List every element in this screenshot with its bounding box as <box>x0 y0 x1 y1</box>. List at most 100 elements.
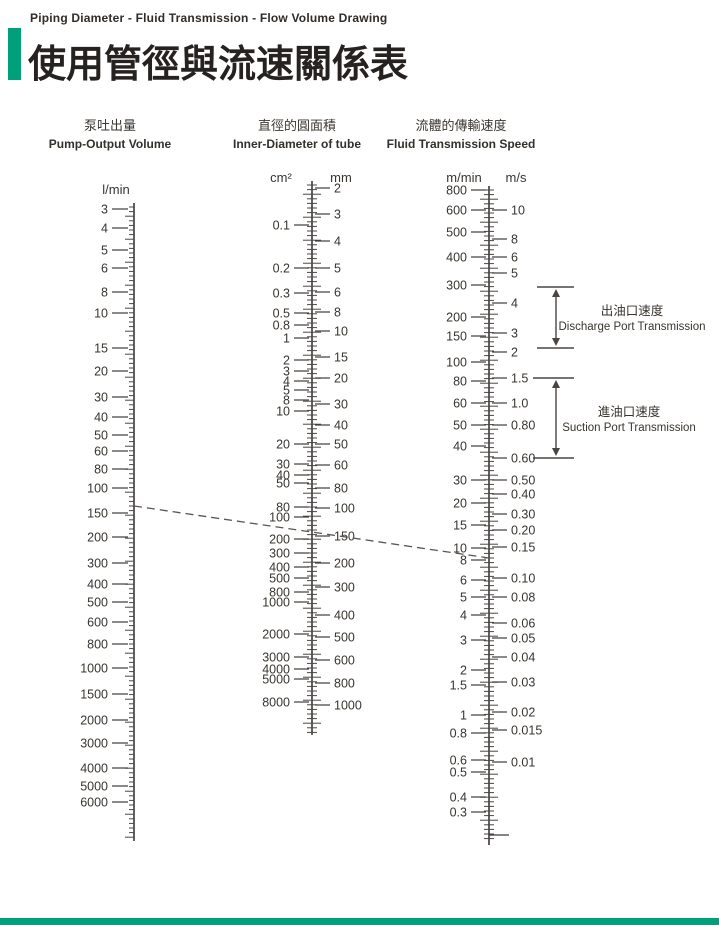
reference-dashed-line <box>133 505 490 559</box>
tick-label-tube-bore-diameter: 10 <box>334 325 348 339</box>
tick-label-pump-output-volume: 1500 <box>80 688 108 702</box>
tick-label-tube-bore-diameter: 60 <box>334 459 348 473</box>
tick-label-tube-section-area: 1 <box>283 332 290 346</box>
tick-label-pump-output-volume: 500 <box>87 596 108 610</box>
tick-label-tube-section-area: 8 <box>283 394 290 408</box>
tick-label-pump-output-volume: 30 <box>94 391 108 405</box>
tick-label-pump-output-volume: 1000 <box>80 662 108 676</box>
tick-label-tube-section-area: 10 <box>276 405 290 419</box>
tick-label-speed-m-per-min: 500 <box>446 226 467 240</box>
tick-label-speed-m-per-min: 40 <box>453 440 467 454</box>
annotation-suction-port: 進油口速度 Suction Port Transmission <box>562 401 696 434</box>
tick-label-tube-bore-diameter: 50 <box>334 438 348 452</box>
tick-label-speed-m-per-min: 6 <box>460 574 467 588</box>
tick-label-speed-m-per-min: 5 <box>460 591 467 605</box>
tick-label-pump-output-volume: 4000 <box>80 762 108 776</box>
tick-label-speed-m-per-min: 50 <box>453 419 467 433</box>
tick-label-tube-section-area: 2000 <box>262 628 290 642</box>
tick-label-speed-m-per-min: 400 <box>446 251 467 265</box>
tick-label-speed-m-per-min: 10 <box>453 542 467 556</box>
tick-label-pump-output-volume: 6 <box>101 262 108 276</box>
tick-label-speed-m-per-s: 8 <box>511 233 518 247</box>
column-header-pump-output: 泵吐出量 Pump-Output Volume <box>49 115 171 151</box>
tick-label-speed-m-per-s: 0.10 <box>511 572 535 586</box>
axis-pump-output <box>125 203 135 841</box>
scale-speed-m-per-s: 10 8 6 5 4 3 2 1.5 1.0 0.80 0.60 0.500.40 0.30 0.20 0.… <box>492 204 542 770</box>
annotation-suction-port-zh: 進油口速度 <box>597 405 661 419</box>
tick-label-pump-output-volume: 5000 <box>80 780 108 794</box>
title-accent-bar <box>8 28 21 80</box>
tick-label-pump-output-volume: 80 <box>94 463 108 477</box>
tick-label-tube-bore-diameter: 3 <box>334 208 341 222</box>
tick-label-pump-output-volume: 8 <box>101 286 108 300</box>
tick-label-tube-bore-diameter: 8 <box>334 306 341 320</box>
tick-label-pump-output-volume: 400 <box>87 578 108 592</box>
arrowhead-down-icon <box>552 448 560 456</box>
tick-label-tube-bore-diameter: 15 <box>334 351 348 365</box>
tick-label-speed-m-per-s: 0.50 <box>511 474 535 488</box>
tick-label-tube-section-area: 800 <box>269 586 290 600</box>
tick-label-tube-section-area: 0.1 <box>273 219 290 233</box>
column-header-inner-diameter-zh: 直徑的圓面積 <box>257 118 337 133</box>
tick-label-speed-m-per-min: 1 <box>460 709 467 723</box>
tick-label-speed-m-per-min: 80 <box>453 375 467 389</box>
tick-label-speed-m-per-min: 300 <box>446 279 467 293</box>
column-header-inner-diameter-en: Inner-Diameter of tube <box>232 137 362 151</box>
tick-label-tube-section-area: 40 <box>276 469 290 483</box>
tick-label-speed-m-per-s: 10 <box>511 204 525 218</box>
column-header-pump-output-zh: 泵吐出量 <box>83 118 136 133</box>
tick-label-tube-section-area: 50 <box>276 477 290 491</box>
column-header-inner-diameter: 直徑的圓面積 Inner-Diameter of tube <box>233 115 361 151</box>
tick-label-tube-bore-diameter: 30 <box>334 398 348 412</box>
tick-label-speed-m-per-s: 0.08 <box>511 591 535 605</box>
annotation-suction-port-en: Suction Port Transmission <box>562 422 696 434</box>
tick-label-speed-m-per-s: 0.05 <box>511 632 535 646</box>
annotation-discharge-port-zh: 出油口速度 <box>600 304 664 318</box>
tick-label-tube-section-area: 5000 <box>262 673 290 687</box>
tick-label-tube-section-area: 4 <box>283 375 290 389</box>
tick-label-pump-output-volume: 3 <box>101 203 108 217</box>
tick-label-speed-m-per-min: 30 <box>453 474 467 488</box>
tick-label-tube-bore-diameter: 200 <box>334 557 355 571</box>
tick-label-speed-m-per-min: 4 <box>460 609 467 623</box>
tick-label-tube-section-area: 200 <box>269 533 290 547</box>
tick-label-speed-m-per-s: 0.015 <box>511 724 542 738</box>
tick-label-tube-bore-diameter: 800 <box>334 677 355 691</box>
tick-label-speed-m-per-s: 3 <box>511 327 518 341</box>
tick-label-speed-m-per-s: 1.5 <box>511 372 528 386</box>
tick-label-pump-output-volume: 200 <box>87 531 108 545</box>
scale-pump-output-volume: 3 4 5 6 8 10 15 20 30 40 50 60 80 100 150 200 300 400 500 6… <box>80 203 128 810</box>
tick-label-speed-m-per-s: 0.06 <box>511 617 535 631</box>
tick-label-speed-m-per-s: 4 <box>511 297 518 311</box>
suction-port-range-arrow <box>533 377 574 459</box>
tick-label-speed-m-per-s: 1.0 <box>511 397 528 411</box>
tick-label-speed-m-per-min: 15 <box>453 519 467 533</box>
tick-label-tube-section-area: 100 <box>269 511 290 525</box>
column-header-fluid-speed: 流體的傳輸速度 Fluid Transmission Speed <box>387 115 536 151</box>
tick-label-tube-section-area: 0.2 <box>273 262 290 276</box>
unit-label-m-s: m/s <box>505 170 527 185</box>
tick-label-pump-output-volume: 40 <box>94 411 108 425</box>
tick-label-pump-output-volume: 2000 <box>80 714 108 728</box>
tick-label-speed-m-per-s: 0.60 <box>511 452 535 466</box>
tick-label-speed-m-per-min: 2 <box>460 664 467 678</box>
footer-accent-bar <box>0 918 719 925</box>
axis-fluid-speed <box>480 186 498 845</box>
tick-label-speed-m-per-min: 150 <box>446 330 467 344</box>
tick-label-tube-section-area: 3000 <box>262 651 290 665</box>
tick-label-speed-m-per-min: 0.8 <box>450 727 467 741</box>
tick-label-tube-bore-diameter: 80 <box>334 482 348 496</box>
tick-label-pump-output-volume: 150 <box>87 507 108 521</box>
tick-label-pump-output-volume: 4 <box>101 222 108 236</box>
unit-label-m-min: m/min <box>446 170 482 185</box>
page-title: 使用管徑與流速關係表 <box>28 44 409 86</box>
tick-label-speed-m-per-min: 20 <box>453 497 467 511</box>
tick-label-tube-bore-diameter: 300 <box>334 581 355 595</box>
tick-label-tube-section-area: 20 <box>276 438 290 452</box>
scale-tube-bore-diameter: 2345681015203040506080100150200300400500… <box>315 182 362 713</box>
tick-label-tube-bore-diameter: 6 <box>334 286 341 300</box>
tick-label-tube-bore-diameter: 40 <box>334 419 348 433</box>
tick-label-pump-output-volume: 600 <box>87 616 108 630</box>
tick-label-pump-output-volume: 60 <box>94 445 108 459</box>
